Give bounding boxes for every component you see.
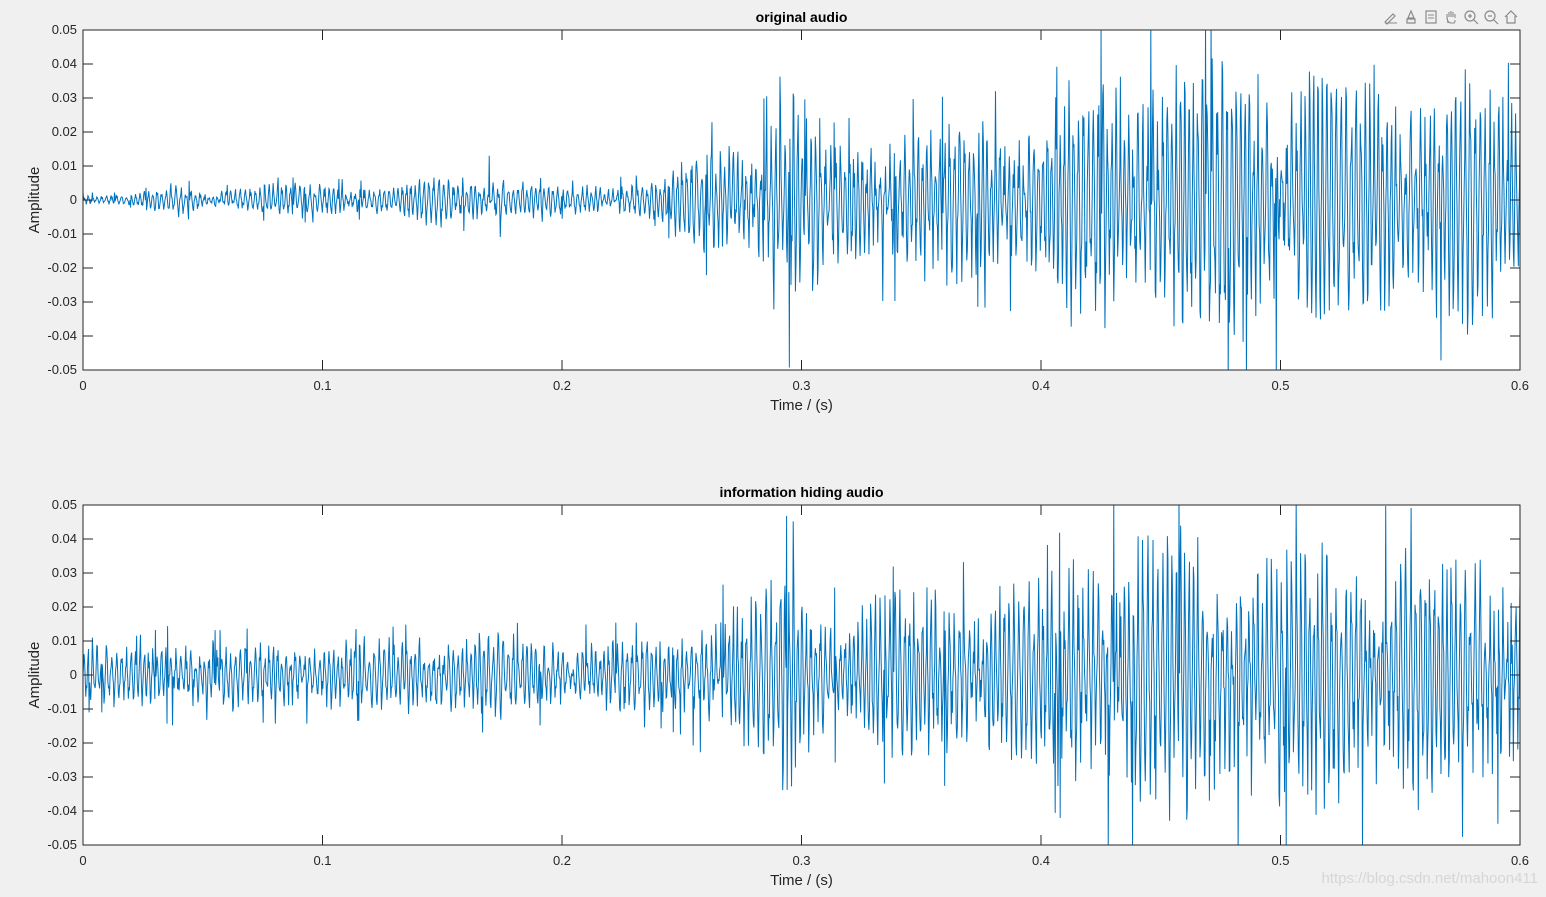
pan-icon[interactable] <box>1442 8 1460 26</box>
x-tick-label: 0.6 <box>1511 378 1529 393</box>
y-tick-label: -0.03 <box>47 769 77 784</box>
y-tick-label: 0 <box>70 192 77 207</box>
x-tick-label: 0.2 <box>553 853 571 868</box>
zoom-out-icon[interactable] <box>1482 8 1500 26</box>
waveform-line <box>83 30 1520 370</box>
x-tick-label: 0.5 <box>1271 853 1289 868</box>
x-tick-label: 0.2 <box>553 378 571 393</box>
y-tick-label: 0.04 <box>52 56 77 71</box>
x-tick-label: 0.3 <box>792 378 810 393</box>
axes-1: 0 0.1 0.2 0.3 0.4 0.5 0.6 0.05 0.04 0.03 0.02 0.01 0… <box>26 9 1529 414</box>
x-tick-label: 0 <box>79 853 86 868</box>
y-tick-label: 0.01 <box>52 633 77 648</box>
chart-title: information hiding audio <box>719 484 883 500</box>
y-tick-label: -0.02 <box>47 735 77 750</box>
y-tick-label: 0.01 <box>52 158 77 173</box>
y-tick-label: 0 <box>70 667 77 682</box>
x-axis-label: Time / (s) <box>770 397 833 414</box>
x-tick-label: 0.1 <box>313 378 331 393</box>
x-tick-label: 0.3 <box>792 853 810 868</box>
y-tick-label: 0.02 <box>52 599 77 614</box>
x-tick-label: 0 <box>79 378 86 393</box>
axes-2: 0 0.1 0.2 0.3 0.4 0.5 0.6 0.05 0.04 0.03 0.02 0.01 0… <box>26 484 1529 889</box>
waveform-line <box>83 505 1520 845</box>
y-tick-label: 0.05 <box>52 22 77 37</box>
y-tick-label: 0.03 <box>52 565 77 580</box>
x-tick-label: 0.6 <box>1511 853 1529 868</box>
y-tick-label: -0.04 <box>47 328 77 343</box>
chart-title: original audio <box>756 9 848 25</box>
x-tick-label: 0.5 <box>1271 378 1289 393</box>
y-tick-label: -0.01 <box>47 701 77 716</box>
y-tick-label: 0.04 <box>52 531 77 546</box>
home-icon[interactable] <box>1502 8 1520 26</box>
y-tick-label: 0.05 <box>52 497 77 512</box>
y-tick-label: -0.01 <box>47 226 77 241</box>
edit-plot-icon[interactable] <box>1382 8 1400 26</box>
x-tick-label: 0.4 <box>1032 853 1050 868</box>
y-tick-label: -0.05 <box>47 362 77 377</box>
y-tick-label: -0.02 <box>47 260 77 275</box>
y-tick-label: -0.04 <box>47 803 77 818</box>
y-tick-label: -0.03 <box>47 294 77 309</box>
y-axis-label: Amplitude <box>26 642 43 709</box>
x-tick-label: 0.4 <box>1032 378 1050 393</box>
watermark: https://blog.csdn.net/mahoon411 <box>1321 870 1538 887</box>
zoom-in-icon[interactable] <box>1462 8 1480 26</box>
y-axis-label: Amplitude <box>26 167 43 234</box>
x-axis-label: Time / (s) <box>770 872 833 889</box>
figure-toolbar <box>1382 8 1520 26</box>
insert-brush-icon[interactable] <box>1402 8 1420 26</box>
y-tick-label: 0.03 <box>52 90 77 105</box>
y-tick-label: 0.02 <box>52 124 77 139</box>
data-tips-icon[interactable] <box>1422 8 1440 26</box>
x-tick-label: 0.1 <box>313 853 331 868</box>
y-tick-label: -0.05 <box>47 837 77 852</box>
